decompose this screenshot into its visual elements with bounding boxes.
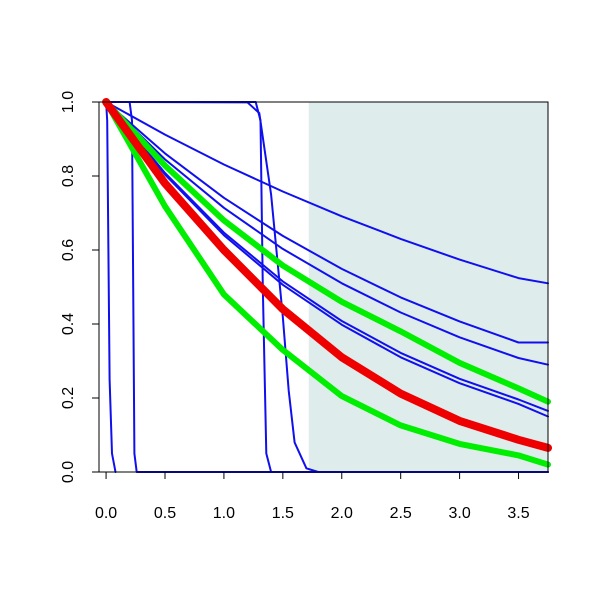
y-tick-label: 1.0 xyxy=(60,91,77,113)
series-line-4 xyxy=(105,101,549,412)
y-tick-label: 0.6 xyxy=(60,239,77,261)
x-tick-label: 3.5 xyxy=(507,505,529,522)
y-tick-label: 0.4 xyxy=(60,313,77,335)
series-line-12 xyxy=(102,98,552,452)
x-axis-ticks: 0.0 0.5 1.0 1.5 2.0 2.5 3.0 3.5 xyxy=(95,472,530,522)
x-tick-label: 0.0 xyxy=(95,505,117,522)
x-tick-label: 0.5 xyxy=(154,505,176,522)
series-line-10 xyxy=(103,99,551,405)
x-tick-label: 2.5 xyxy=(390,505,412,522)
series-line-5 xyxy=(105,101,549,418)
shaded-region xyxy=(308,102,548,472)
y-axis-ticks: 0.0 0.2 0.4 0.6 0.8 1.0 xyxy=(60,91,99,483)
series-line-3 xyxy=(105,101,549,366)
x-tick-label: 1.5 xyxy=(272,505,294,522)
series-line-2 xyxy=(105,101,549,344)
y-tick-label: 0.0 xyxy=(60,461,77,483)
x-tick-label: 1.0 xyxy=(213,505,235,522)
x-tick-label: 3.0 xyxy=(448,505,470,522)
y-tick-label: 0.2 xyxy=(60,387,77,409)
series-line-1 xyxy=(105,101,549,285)
x-tick-label: 2.0 xyxy=(331,505,353,522)
y-tick-label: 0.8 xyxy=(60,165,77,187)
series-line-11 xyxy=(103,99,551,468)
series-line-6 xyxy=(105,101,117,473)
